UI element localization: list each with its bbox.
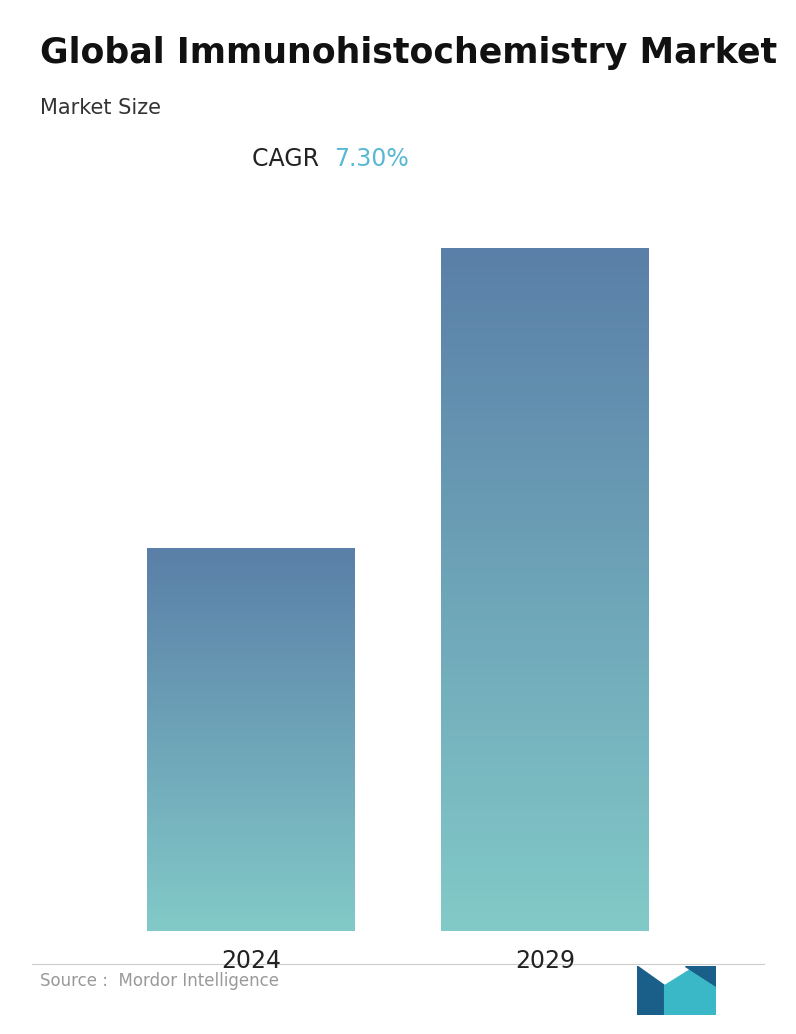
Polygon shape xyxy=(685,966,716,985)
Text: CAGR: CAGR xyxy=(252,147,334,171)
Polygon shape xyxy=(665,966,716,1015)
Text: Market Size: Market Size xyxy=(40,98,161,118)
Text: 2029: 2029 xyxy=(515,949,575,973)
Text: 2024: 2024 xyxy=(221,949,281,973)
Text: Source :  Mordor Intelligence: Source : Mordor Intelligence xyxy=(40,972,279,990)
Text: 7.30%: 7.30% xyxy=(334,147,409,171)
Polygon shape xyxy=(637,966,665,1015)
Text: Global Immunohistochemistry Market: Global Immunohistochemistry Market xyxy=(40,36,777,70)
